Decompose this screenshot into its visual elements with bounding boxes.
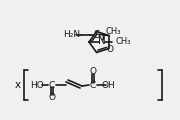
Text: O: O: [106, 45, 113, 54]
Text: C: C: [90, 81, 96, 90]
Text: O: O: [89, 66, 96, 75]
Text: x: x: [15, 80, 21, 90]
Text: O: O: [48, 93, 55, 102]
Text: OH: OH: [101, 81, 115, 90]
Text: HO: HO: [30, 81, 44, 90]
Text: CH₃: CH₃: [115, 37, 130, 46]
Text: C: C: [49, 81, 55, 90]
Text: N: N: [98, 36, 106, 46]
Text: H₂N: H₂N: [63, 30, 80, 39]
Text: S: S: [93, 30, 100, 39]
Text: CH₃: CH₃: [105, 27, 120, 36]
